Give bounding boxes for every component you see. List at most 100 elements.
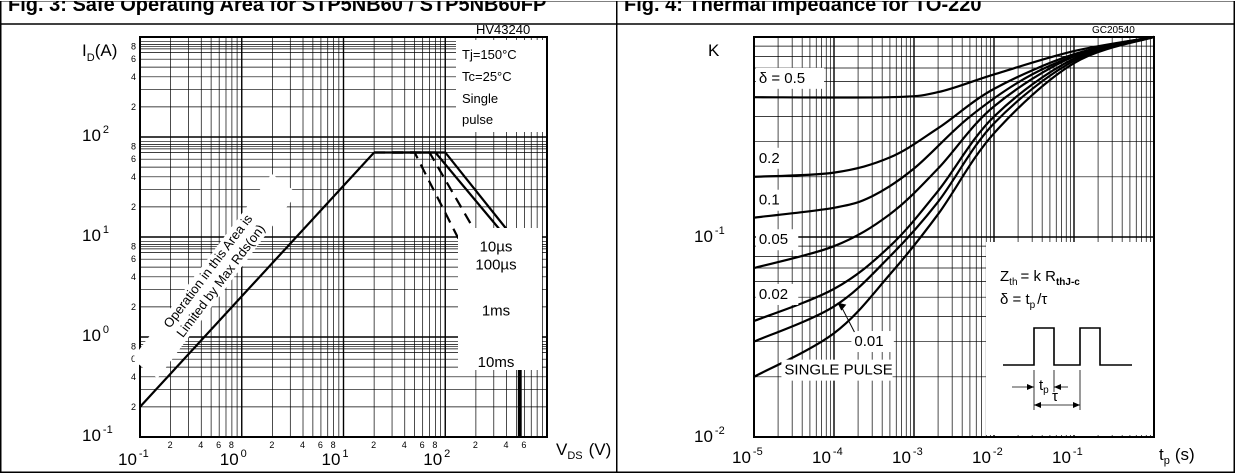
thermal-series-4 (753, 35, 1155, 323)
soa-tick-labels: 10-110010110210-110010110222446688224466… (82, 42, 526, 469)
thermal-inset (986, 242, 1153, 435)
thermal-y-tick: 10 -2 (694, 425, 725, 446)
soa-x-minor-tick: 4 (504, 440, 509, 450)
soa-x-minor-tick: 8 (229, 440, 234, 450)
soa-y-minor-tick: 4 (131, 372, 136, 382)
thermal-series-label: 0.05 (759, 231, 788, 248)
soa-y-minor-tick: 2 (131, 302, 136, 312)
soa-condition-single: Single (462, 91, 498, 106)
thermal-series-6 (753, 35, 1155, 378)
thermal-pointer-arrow (837, 302, 847, 311)
soa-y-minor-tick: 8 (131, 342, 136, 352)
soa-x-minor-tick: 8 (432, 440, 437, 450)
soa-x-minor-tick: 2 (269, 440, 274, 450)
thermal-chart: 10 -5 10 -4 10 -3 10 -2 10 -1 10 -2 10 -1 δ = 0.5 0.2 0… (694, 25, 1195, 467)
thermal-curves (753, 35, 1155, 378)
thermal-code: GC20540 (1092, 25, 1135, 36)
soa-series-label: 10µs (480, 239, 513, 256)
thermal-x-tick: 10 -5 (732, 446, 763, 467)
thermal-series-label-bg (781, 359, 893, 381)
thermal-x-tick: 10 -3 (892, 446, 923, 467)
soa-y-minor-tick: 4 (131, 172, 136, 182)
soa-y-minor-tick: 6 (131, 54, 136, 64)
pulse-waveform (1003, 327, 1132, 410)
soa-grid (140, 37, 547, 437)
soa-x-tick: 10 -1 (118, 448, 149, 469)
soa-y-minor-tick: 8 (131, 42, 136, 52)
soa-condition-tj: Tj=150°C (462, 47, 517, 62)
thermal-series-label: δ = 0.5 (759, 70, 805, 87)
thermal-series-label: 0.2 (759, 150, 780, 167)
soa-x-minor-tick: 6 (318, 440, 323, 450)
waveform-tau-label: τ (1052, 388, 1058, 405)
thermal-series-5 (753, 35, 1155, 343)
thermal-xlabel: tp (s) (1159, 445, 1195, 467)
soa-y-minor-tick: 4 (131, 72, 136, 82)
soa-series-4 (139, 151, 375, 408)
thermal-series-label-bg (755, 147, 790, 169)
thermal-series-label-bg (851, 331, 894, 353)
soa-x-minor-tick: 2 (473, 440, 478, 450)
soa-x-tick: 10 0 (220, 448, 247, 469)
thermal-x-tick: 10 -1 (1052, 446, 1083, 467)
thermal-series-label: 0.02 (759, 286, 788, 303)
thermal-series-label-bg (755, 229, 799, 251)
thermal-y-tick: 10 -1 (694, 225, 725, 246)
soa-condition-tc: Tc=25°C (462, 69, 512, 84)
soa-x-minor-tick: 4 (300, 440, 305, 450)
soa-y-tick: 10 -1 (82, 424, 113, 445)
soa-x-tick: 10 1 (322, 448, 349, 469)
soa-conditions-box (456, 40, 546, 132)
soa-y-tick: 10 2 (82, 124, 109, 145)
soa-y-minor-tick: 2 (131, 202, 136, 212)
thermal-series-1 (753, 35, 1155, 178)
soa-chart: 10-110010110210-110010110222446688224466… (82, 22, 611, 469)
thermal-pointer-line (840, 306, 855, 333)
thermal-tick-labels: 10 -5 10 -4 10 -3 10 -2 10 -1 10 -2 10 -1 (694, 225, 1083, 467)
soa-y-minor-tick: 8 (131, 142, 136, 152)
soa-x-tick: 10 2 (423, 448, 450, 469)
thermal-series-3 (753, 35, 1155, 270)
svg-text:Limited by Max Rds(on): Limited by Max Rds(on) (173, 221, 268, 340)
soa-labels-box (458, 228, 542, 370)
soa-xlabel: VDS (V) (556, 440, 611, 462)
soa-x-minor-tick: 8 (331, 440, 336, 450)
waveform-tp-label: tp (1039, 377, 1049, 396)
soa-x-minor-tick: 6 (420, 440, 425, 450)
soa-x-minor-tick: 4 (402, 440, 407, 450)
thermal-ylabel: K (708, 41, 720, 60)
thermal-formula-zth: Zth = k RthJ-c (1000, 268, 1080, 288)
thermal-series-label-bg (755, 67, 825, 89)
soa-condition-pulse: pulse (462, 112, 493, 127)
soa-series-label: 1ms (482, 302, 510, 319)
caption-left: Fig. 3: Safe Operating Area for STP5NB60… (8, 0, 546, 16)
soa-y-tick: 10 0 (82, 324, 109, 345)
thermal-series-label: 0.1 (759, 192, 780, 209)
soa-plot-border (139, 36, 548, 438)
soa-ylabel: ID(A) (82, 41, 117, 64)
soa-y-minor-tick: 8 (131, 242, 136, 252)
thermal-series-label-bg (755, 189, 790, 211)
thermal-formula-delta: δ = tp/τ (1000, 291, 1047, 311)
thermal-plot-border (753, 36, 1155, 438)
soa-series-label: 10ms (478, 354, 515, 371)
thermal-x-tick: 10 -4 (812, 446, 843, 467)
soa-code: HV43240 (476, 22, 530, 37)
thermal-series-label-bg (755, 283, 799, 305)
soa-y-minor-tick: 2 (131, 102, 136, 112)
soa-y-minor-tick: 4 (131, 272, 136, 282)
soa-x-minor-tick: 6 (216, 440, 221, 450)
thermal-series-0 (753, 35, 1155, 99)
soa-series-label: 100µs (475, 257, 516, 274)
soa-y-minor-tick: 6 (131, 254, 136, 264)
soa-y-minor-tick: 6 (131, 154, 136, 164)
soa-x-minor-tick: 2 (168, 440, 173, 450)
thermal-x-tick: 10 -2 (972, 446, 1003, 467)
thermal-series-label: SINGLE PULSE (784, 362, 892, 379)
soa-y-minor-tick: 2 (131, 402, 136, 412)
thermal-series-label: 0.01 (854, 333, 883, 350)
soa-y-tick: 10 1 (82, 224, 109, 245)
soa-x-minor-tick: 2 (371, 440, 376, 450)
caption-right: Fig. 4: Thermal Impedance for TO-220 (624, 0, 982, 16)
